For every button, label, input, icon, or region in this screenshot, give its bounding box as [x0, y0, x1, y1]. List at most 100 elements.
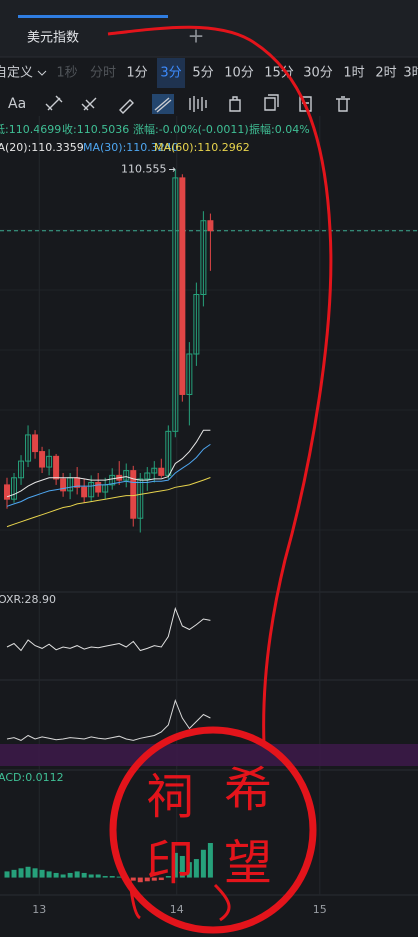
macd-bar [39, 869, 45, 878]
candle-body [18, 460, 25, 479]
tool-icon[interactable] [154, 97, 172, 113]
macd-bar [11, 869, 17, 878]
stamp-char: 望 [224, 835, 272, 891]
tab-indicator [18, 15, 168, 18]
macd-bar [25, 866, 31, 878]
candle-body [25, 434, 32, 462]
tool-icon[interactable] [229, 96, 241, 112]
candle-body [60, 478, 67, 492]
x-tick-label: 15 [313, 903, 327, 916]
tab-title[interactable]: 美元指数 [27, 31, 79, 46]
candle-body [172, 177, 179, 432]
macd-bar [74, 871, 80, 878]
timeframe[interactable]: 3时 [403, 66, 418, 81]
timeframe[interactable]: 15分 [264, 66, 294, 81]
font-tool[interactable]: Aa [8, 96, 26, 112]
macd-bar [151, 877, 157, 881]
candle-body [123, 470, 130, 481]
macd-bar [193, 859, 199, 878]
info-text: 涨幅:-0.00%(-0.0011) [133, 123, 249, 136]
macd-bar [53, 872, 59, 878]
timeframe-selected [157, 58, 185, 88]
candle-body [81, 486, 88, 498]
macd-bar [102, 876, 108, 878]
candle-body [32, 434, 39, 453]
macd-bar [200, 849, 206, 878]
legend-entry: MA(60):110.2962 [154, 141, 250, 154]
custom-period[interactable]: 自定义 [0, 66, 33, 81]
ma-line [6, 477, 211, 528]
timeframe[interactable]: 10分 [224, 66, 254, 81]
candle-body [179, 177, 186, 395]
toolbar: Aa [8, 94, 350, 114]
candle-body [11, 477, 18, 500]
stamp-circle [109, 726, 317, 934]
x-tick-label: 14 [170, 903, 184, 916]
tool-icon[interactable] [119, 99, 134, 114]
candle-body [165, 430, 172, 476]
timeframe[interactable]: 5分 [192, 66, 213, 81]
macd-bar [130, 877, 136, 881]
ma-line [6, 429, 211, 498]
indicator-line [6, 698, 211, 741]
dropdown-arrow [37, 70, 47, 76]
macd-bar [46, 871, 52, 878]
timeframe[interactable]: 1时 [343, 66, 364, 81]
timeframe[interactable]: 2时 [375, 66, 396, 81]
candle-body [130, 470, 137, 519]
candle-body [46, 455, 53, 468]
stamp-char: 希 [224, 762, 272, 818]
timeframe[interactable]: 1分 [126, 66, 147, 81]
x-tick-label: 13 [32, 903, 46, 916]
add-tab[interactable]: + [188, 24, 205, 48]
candle-body [151, 467, 158, 474]
macd-bar [4, 871, 10, 878]
tool-icon[interactable] [264, 94, 279, 111]
tool-icon[interactable] [45, 95, 63, 111]
macd-bar [137, 877, 143, 883]
candle-body [207, 220, 214, 232]
candle-body [95, 482, 102, 493]
candle-body [109, 474, 116, 486]
candle-body [193, 294, 200, 355]
stamp-char: 祠 [146, 769, 194, 825]
ma-line [6, 443, 211, 507]
stamp: 祠 希 印 望 [107, 25, 333, 934]
macd-bar [158, 877, 164, 881]
candle-body [158, 467, 165, 476]
band [0, 744, 418, 766]
macd-bar [116, 876, 122, 878]
macd-bar [67, 872, 73, 878]
panel-label: OXR:28.90 [0, 593, 56, 606]
legend-entry: MA(30):110.3240 [83, 141, 179, 154]
macd-bar [179, 855, 185, 878]
tool-icon[interactable] [189, 96, 207, 112]
timeframe[interactable]: 1秒 [56, 66, 77, 81]
candle-body [200, 220, 207, 295]
stamp-char: 印 [146, 835, 194, 891]
timeframe[interactable]: 分时 [90, 66, 116, 81]
tool-icon[interactable] [81, 97, 97, 111]
timeframe[interactable]: 3分 [160, 66, 181, 81]
tool-icon[interactable] [336, 96, 350, 112]
macd-bar [95, 874, 101, 878]
macd-bar [172, 852, 178, 878]
legend-entry: MA(20):110.3359 [0, 141, 84, 154]
indicator-line [6, 606, 211, 652]
macd-bar [109, 876, 115, 878]
candle-body [144, 472, 151, 480]
macd-bar [207, 843, 213, 878]
timeframe[interactable]: 30分 [303, 66, 333, 81]
macd-bar [60, 874, 66, 878]
candle-body [186, 353, 193, 395]
macd-bar [144, 877, 150, 882]
info-line: 低:110.4699 收:110.5036 涨幅:-0.00%(-0.0011) 振幅… [0, 122, 310, 136]
info-text: 收:110.5036 [62, 122, 129, 136]
scrawl [128, 879, 231, 922]
candle-body [137, 478, 144, 519]
macd-bar [165, 876, 171, 878]
scrawl [107, 25, 333, 746]
